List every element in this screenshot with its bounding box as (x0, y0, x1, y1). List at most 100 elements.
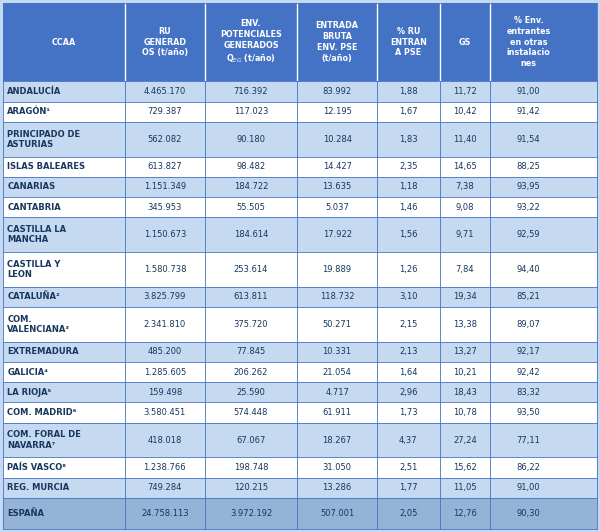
Text: 562.082: 562.082 (148, 135, 182, 144)
Text: 92,59: 92,59 (517, 230, 541, 239)
Text: 94,40: 94,40 (517, 265, 541, 274)
Text: 418.018: 418.018 (148, 436, 182, 445)
Text: ANDALUCÍA: ANDALUCÍA (7, 87, 62, 96)
Text: 716.392: 716.392 (234, 87, 268, 96)
Text: 27,24: 27,24 (453, 436, 477, 445)
Text: LA RIOJA⁵: LA RIOJA⁵ (7, 388, 52, 397)
Text: 7,38: 7,38 (455, 182, 474, 192)
Bar (3, 3, 597, 81)
Bar (3, 478, 597, 498)
Text: ENV.
POTENCIALES
GENERADOS
Q$_{EG}$ (t/año): ENV. POTENCIALES GENERADOS Q$_{EG}$ (t/a… (220, 19, 282, 65)
Text: 10,42: 10,42 (453, 107, 476, 117)
Text: 61.911: 61.911 (323, 408, 352, 417)
Text: 1,88: 1,88 (399, 87, 418, 96)
Text: 83,32: 83,32 (517, 388, 541, 397)
Text: 253.614: 253.614 (234, 265, 268, 274)
Bar (3, 498, 597, 529)
Text: 13,38: 13,38 (453, 320, 477, 329)
Text: 2,15: 2,15 (399, 320, 418, 329)
Text: 93,22: 93,22 (517, 203, 541, 212)
Bar (3, 218, 597, 252)
Text: 9,71: 9,71 (455, 230, 474, 239)
Bar (3, 307, 597, 342)
Bar (3, 362, 597, 382)
Text: 11,72: 11,72 (453, 87, 477, 96)
Text: 3.825.799: 3.825.799 (143, 293, 186, 302)
Text: 98.482: 98.482 (236, 162, 266, 171)
Text: 92,42: 92,42 (517, 368, 541, 377)
Text: 1.238.766: 1.238.766 (143, 463, 186, 472)
Text: RU
GENERAD
OS (t/año): RU GENERAD OS (t/año) (142, 27, 188, 57)
Text: 91,00: 91,00 (517, 87, 541, 96)
Text: 1,83: 1,83 (399, 135, 418, 144)
Text: 1.580.738: 1.580.738 (143, 265, 186, 274)
Text: 507.001: 507.001 (320, 509, 354, 518)
Text: 1,46: 1,46 (399, 203, 418, 212)
Text: 1,56: 1,56 (399, 230, 418, 239)
Text: 4.717: 4.717 (325, 388, 349, 397)
Text: 1.285.605: 1.285.605 (144, 368, 186, 377)
Text: ISLAS BALEARES: ISLAS BALEARES (7, 162, 85, 171)
Text: 93,50: 93,50 (517, 408, 541, 417)
Bar (3, 287, 597, 307)
Text: 2,35: 2,35 (399, 162, 418, 171)
Text: 11,40: 11,40 (453, 135, 476, 144)
Text: PRINCIPADO DE
ASTURIAS: PRINCIPADO DE ASTURIAS (7, 130, 80, 149)
Bar (3, 423, 597, 458)
Bar (3, 403, 597, 423)
Text: 91,54: 91,54 (517, 135, 541, 144)
Text: 93,95: 93,95 (517, 182, 541, 192)
Text: 10.331: 10.331 (323, 347, 352, 356)
Text: 1,73: 1,73 (399, 408, 418, 417)
Text: 14,65: 14,65 (453, 162, 477, 171)
Text: 2.341.810: 2.341.810 (144, 320, 186, 329)
Text: 13,27: 13,27 (453, 347, 477, 356)
Bar (3, 156, 597, 177)
Text: 92,17: 92,17 (517, 347, 541, 356)
Text: 7,84: 7,84 (455, 265, 474, 274)
Text: 3,10: 3,10 (399, 293, 418, 302)
Text: 31.050: 31.050 (323, 463, 352, 472)
Text: 77.845: 77.845 (236, 347, 266, 356)
Bar (3, 342, 597, 362)
Text: 1,77: 1,77 (399, 483, 418, 492)
Text: 10,21: 10,21 (453, 368, 476, 377)
Text: CASTILLA LA
MANCHA: CASTILLA LA MANCHA (7, 225, 67, 244)
Text: 91,00: 91,00 (517, 483, 541, 492)
Text: 613.811: 613.811 (234, 293, 268, 302)
Text: ENTRADA
BRUTA
ENV. PSE
(t/año): ENTRADA BRUTA ENV. PSE (t/año) (316, 21, 359, 63)
Text: 2,51: 2,51 (399, 463, 418, 472)
Text: 18,43: 18,43 (453, 388, 477, 397)
Text: COM. FORAL DE
NAVARRA⁷: COM. FORAL DE NAVARRA⁷ (7, 430, 81, 450)
Text: 67.067: 67.067 (236, 436, 266, 445)
Text: 2,13: 2,13 (399, 347, 418, 356)
Bar (3, 122, 597, 156)
Text: 90.180: 90.180 (236, 135, 265, 144)
Text: GALICIA⁴: GALICIA⁴ (7, 368, 48, 377)
Text: 13.635: 13.635 (323, 182, 352, 192)
Text: 91,42: 91,42 (517, 107, 541, 117)
Text: 117.023: 117.023 (234, 107, 268, 117)
Text: 50.271: 50.271 (323, 320, 352, 329)
Text: COM.
VALENCIANA³: COM. VALENCIANA³ (7, 314, 70, 334)
Bar (3, 177, 597, 197)
Text: 1,64: 1,64 (399, 368, 418, 377)
Text: 749.284: 749.284 (148, 483, 182, 492)
Bar (3, 197, 597, 218)
Text: ESPAÑA: ESPAÑA (7, 509, 44, 518)
Text: 729.387: 729.387 (148, 107, 182, 117)
Text: EXTREMADURA: EXTREMADURA (7, 347, 79, 356)
Text: 19.889: 19.889 (323, 265, 352, 274)
Text: 1,67: 1,67 (399, 107, 418, 117)
Text: CANTABRIA: CANTABRIA (7, 203, 61, 212)
Text: 24.758.113: 24.758.113 (141, 509, 188, 518)
Text: 21.054: 21.054 (323, 368, 352, 377)
Text: 10,78: 10,78 (453, 408, 477, 417)
Text: 1,18: 1,18 (399, 182, 418, 192)
Text: 14.427: 14.427 (323, 162, 352, 171)
Bar (3, 81, 597, 102)
Text: 90,30: 90,30 (517, 509, 541, 518)
Text: 1,26: 1,26 (399, 265, 418, 274)
Bar (3, 458, 597, 478)
Text: 17.922: 17.922 (323, 230, 352, 239)
